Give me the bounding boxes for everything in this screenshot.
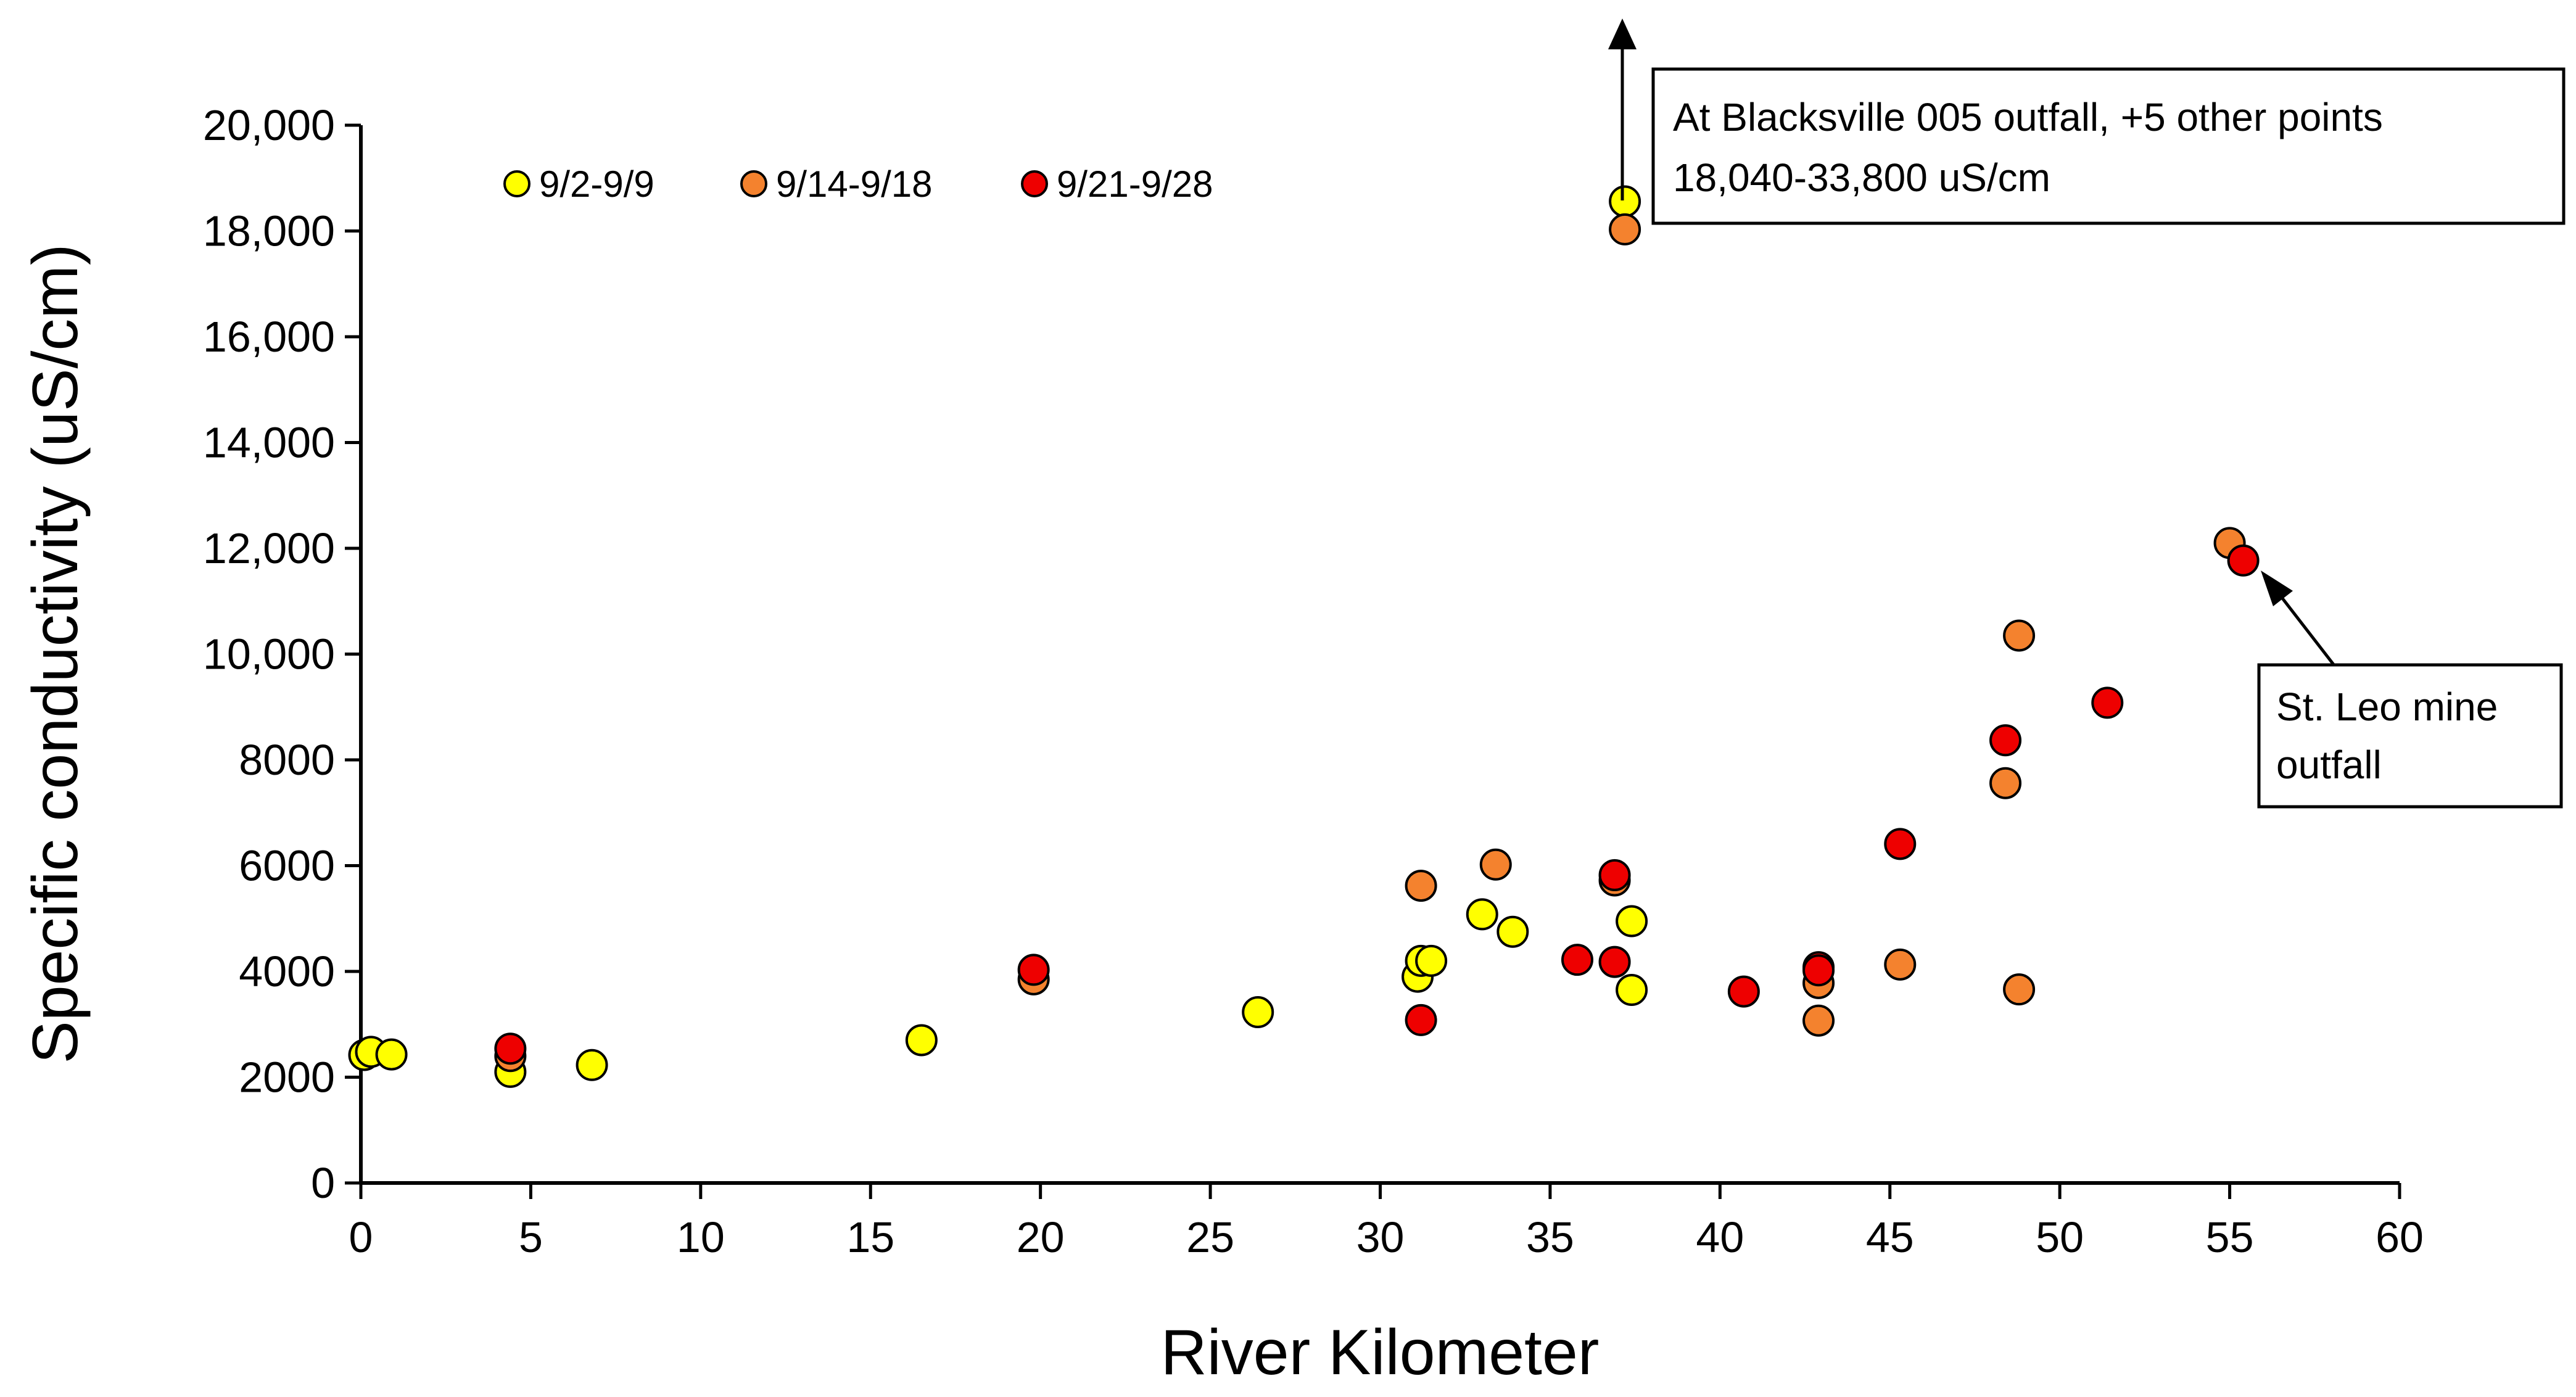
y-tick-label: 10,000	[203, 630, 335, 678]
y-tick-label: 0	[311, 1159, 335, 1207]
blacksville-arrow-head	[1608, 19, 1637, 49]
data-point-series-1	[576, 1049, 608, 1081]
legend-marker-series-2	[740, 170, 767, 197]
data-point-series-2	[1884, 948, 1917, 981]
y-tick-label: 16,000	[203, 313, 335, 361]
data-point-series-1	[1242, 996, 1274, 1029]
data-point-series-3	[2227, 544, 2260, 577]
x-tick-label: 50	[2036, 1213, 2084, 1261]
data-point-series-3	[494, 1032, 527, 1065]
data-point-series-3	[2091, 686, 2124, 719]
data-point-series-1	[1616, 905, 1648, 938]
data-point-series-1	[1466, 898, 1498, 931]
st-leo-arrow-line	[2281, 597, 2336, 667]
x-tick-label: 35	[1526, 1213, 1574, 1261]
y-tick-label: 18,000	[203, 207, 335, 255]
data-point-series-3	[1598, 859, 1631, 891]
data-point-series-1	[1616, 974, 1648, 1007]
y-tick-label: 14,000	[203, 419, 335, 467]
legend-label-series-1: 9/2-9/9	[539, 163, 654, 205]
data-point-series-3	[1727, 975, 1760, 1008]
legend-marker-series-3	[1021, 170, 1048, 197]
data-point-series-2	[1609, 213, 1641, 245]
x-tick-label: 60	[2376, 1213, 2424, 1261]
legend-marker-series-1	[503, 170, 530, 197]
y-tick-label: 4000	[239, 947, 335, 995]
y-tick-label: 6000	[239, 842, 335, 890]
x-tick-label: 30	[1356, 1213, 1405, 1261]
x-tick-label: 25	[1186, 1213, 1234, 1261]
data-point-series-3	[1802, 954, 1835, 987]
data-points	[348, 185, 2260, 1088]
data-point-series-1	[375, 1038, 408, 1071]
x-tick-label: 15	[846, 1213, 894, 1261]
y-tick-label: 8000	[239, 736, 335, 784]
data-point-series-3	[1598, 946, 1631, 978]
x-tick-label: 45	[1866, 1213, 1914, 1261]
data-point-series-1	[1609, 185, 1641, 218]
data-point-series-3	[1017, 954, 1050, 986]
blacksville-callout-line-1: At Blacksville 005 outfall, +5 other poi…	[1673, 95, 2383, 139]
y-tick-label: 2000	[239, 1053, 335, 1102]
data-point-series-1	[1496, 915, 1529, 948]
st-leo-arrow-head	[2261, 571, 2293, 606]
blacksville-callout-line-2: 18,040-33,800 uS/cm	[1673, 155, 2050, 200]
y-tick-label: 12,000	[203, 524, 335, 572]
blacksville-callout-box	[1651, 67, 2566, 225]
data-point-series-3	[1989, 724, 2022, 757]
data-point-series-2	[1479, 848, 1512, 881]
st-leo-callout-line-2: outfall	[2276, 743, 2382, 787]
x-tick-label: 0	[349, 1213, 373, 1261]
legend: 9/2-9/9 9/14-9/18 9/21-9/28	[503, 163, 1213, 205]
x-ticks: 0 5 10 15 20 25 30 35 40 45 50 55 60	[349, 1183, 2424, 1261]
data-point-series-2	[1802, 1004, 1835, 1037]
legend-label-series-3: 9/21-9/28	[1057, 163, 1213, 205]
legend-label-series-2: 9/14-9/18	[776, 163, 933, 205]
data-point-series-2	[2003, 973, 2036, 1006]
x-tick-label: 10	[677, 1213, 725, 1261]
data-point-series-3	[1405, 1003, 1437, 1036]
x-axis-title: River Kilometer	[1161, 1317, 1600, 1388]
annotations: At Blacksville 005 outfall, +5 other poi…	[1608, 19, 2566, 809]
x-tick-label: 40	[1696, 1213, 1744, 1261]
y-tick-label: 20,000	[203, 101, 335, 149]
data-point-series-3	[1884, 828, 1917, 860]
data-point-series-1	[1415, 944, 1448, 977]
x-tick-label: 55	[2206, 1213, 2254, 1261]
y-ticks: 0 2000 4000 6000 8000 10,000 12,000 14,000 16,00…	[203, 101, 361, 1207]
axes	[359, 125, 2400, 1185]
data-point-series-1	[905, 1024, 938, 1057]
data-point-series-2	[2003, 619, 2036, 652]
st-leo-callout-box	[2257, 663, 2563, 809]
data-point-series-2	[1405, 870, 1437, 902]
data-point-series-2	[1989, 767, 2022, 799]
data-point-series-3	[1561, 944, 1593, 976]
y-axis-title: Specific conductivity (uS/cm)	[20, 244, 91, 1063]
x-tick-label: 5	[519, 1213, 543, 1261]
st-leo-callout-line-1: St. Leo mine	[2276, 685, 2498, 729]
x-tick-label: 20	[1017, 1213, 1065, 1261]
